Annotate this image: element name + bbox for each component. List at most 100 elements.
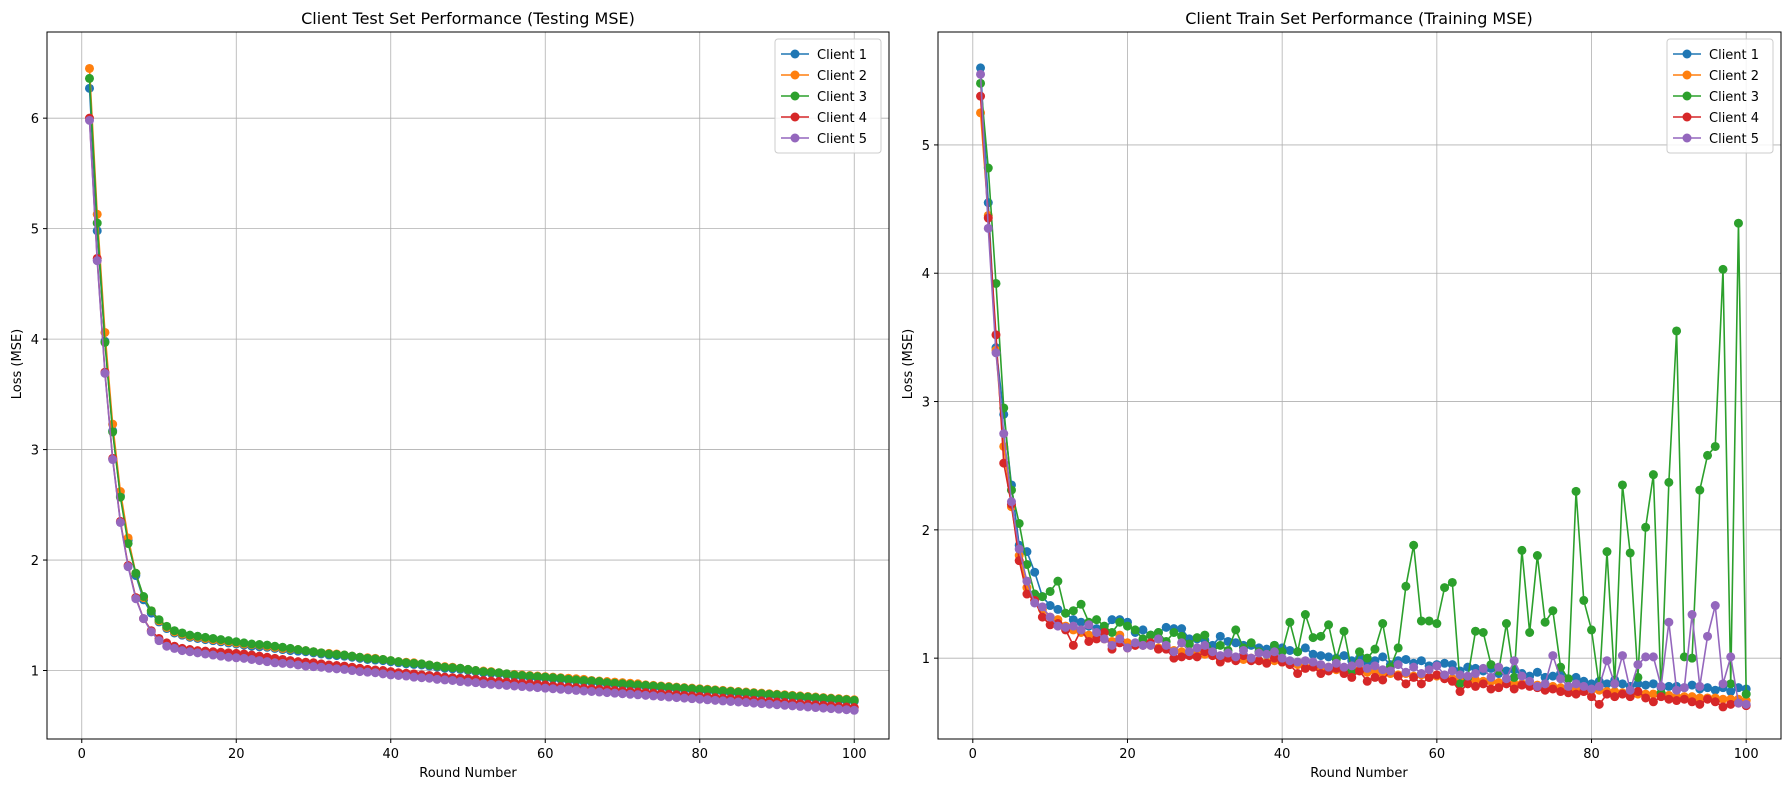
- data-point-client-3: [787, 691, 797, 701]
- data-point-client-5: [1053, 621, 1063, 631]
- data-point-client-5: [1718, 679, 1728, 689]
- data-point-client-5: [1308, 657, 1318, 667]
- data-point-client-4: [1695, 699, 1705, 709]
- data-point-client-3: [563, 674, 573, 684]
- data-point-client-3: [270, 641, 280, 651]
- data-point-client-3: [478, 667, 488, 677]
- chart-title: Client Train Set Performance (Training M…: [1185, 9, 1533, 28]
- data-point-client-5: [1695, 681, 1705, 691]
- data-point-client-3: [548, 673, 558, 683]
- data-point-client-5: [1130, 638, 1140, 648]
- data-point-client-5: [803, 702, 813, 712]
- data-point-client-5: [409, 672, 419, 682]
- data-point-client-4: [1556, 687, 1566, 697]
- data-point-client-1: [1602, 679, 1612, 689]
- y-tick-label: 1: [31, 665, 39, 680]
- data-point-client-5: [463, 677, 473, 687]
- data-point-client-5: [301, 661, 311, 671]
- series-line-client-5: [979, 74, 1747, 706]
- data-point-client-4: [1718, 702, 1728, 712]
- data-point-client-5: [84, 115, 94, 125]
- legend-swatch-marker: [1682, 133, 1692, 143]
- data-point-client-4: [1478, 679, 1488, 689]
- legend-label: Client 1: [817, 48, 867, 63]
- legend-swatch-marker: [1682, 70, 1692, 80]
- x-tick-label: 40: [1274, 747, 1291, 762]
- data-point-client-5: [169, 643, 179, 653]
- y-tick-label: 5: [31, 223, 39, 238]
- data-point-client-5: [332, 664, 342, 674]
- data-point-client-4: [1602, 689, 1612, 699]
- data-point-client-5: [579, 686, 589, 696]
- data-point-client-5: [1741, 699, 1751, 709]
- data-point-client-4: [1084, 636, 1094, 646]
- data-point-client-5: [525, 682, 535, 692]
- data-point-client-5: [200, 649, 210, 659]
- data-point-client-4: [1641, 693, 1651, 703]
- data-point-client-3: [1432, 619, 1442, 629]
- data-point-client-3: [1324, 620, 1334, 630]
- data-point-client-5: [486, 679, 496, 689]
- data-point-client-3: [610, 678, 620, 688]
- data-point-client-5: [1076, 625, 1086, 635]
- data-point-client-3: [316, 648, 326, 658]
- y-tick-label: 4: [922, 267, 930, 282]
- data-point-client-5: [1300, 656, 1310, 666]
- data-point-client-5: [139, 614, 149, 624]
- data-point-client-3: [486, 667, 496, 677]
- data-point-client-3: [772, 690, 782, 700]
- data-point-client-3: [1571, 486, 1581, 496]
- data-point-client-3: [525, 671, 535, 681]
- data-point-client-5: [1625, 685, 1635, 695]
- data-point-client-4: [1153, 644, 1163, 654]
- data-point-client-3: [1471, 626, 1481, 636]
- x-tick-label: 0: [969, 747, 977, 762]
- data-point-client-4: [1099, 628, 1109, 637]
- data-point-client-3: [1231, 625, 1241, 635]
- data-point-client-3: [1277, 647, 1287, 657]
- data-point-client-4: [1200, 647, 1210, 657]
- data-point-client-5: [1532, 681, 1542, 691]
- legend-item-client-2: Client 2: [1673, 69, 1759, 84]
- data-point-client-5: [1424, 665, 1434, 675]
- data-point-client-5: [1339, 662, 1349, 672]
- data-point-client-4: [1370, 672, 1380, 682]
- data-point-client-5: [1192, 643, 1202, 653]
- data-point-client-5: [1641, 652, 1651, 662]
- data-point-client-3: [448, 663, 458, 673]
- data-point-client-5: [656, 691, 666, 701]
- data-point-client-5: [749, 698, 759, 708]
- data-point-client-5: [1726, 652, 1736, 662]
- data-point-client-3: [1455, 679, 1465, 689]
- x-tick-label: 40: [382, 747, 399, 762]
- data-point-client-3: [177, 628, 187, 638]
- data-point-client-5: [1486, 672, 1496, 682]
- data-point-client-1: [1571, 672, 1581, 682]
- data-point-client-5: [1432, 661, 1442, 671]
- data-point-client-3: [1633, 672, 1643, 682]
- legend-item-client-3: Client 3: [781, 90, 867, 105]
- data-point-client-3: [1672, 326, 1682, 336]
- data-point-client-4: [1192, 652, 1202, 662]
- legend-item-client-1: Client 1: [781, 48, 867, 63]
- data-point-client-3: [749, 688, 759, 698]
- data-point-client-4: [1648, 697, 1658, 707]
- data-point-client-5: [177, 646, 187, 656]
- data-point-client-1: [1548, 671, 1558, 681]
- data-point-client-3: [1068, 606, 1078, 616]
- data-point-client-1: [1440, 658, 1450, 668]
- data-point-client-5: [115, 517, 125, 527]
- data-point-client-1: [1076, 617, 1086, 627]
- data-point-client-3: [200, 632, 210, 642]
- data-point-client-3: [1393, 643, 1403, 653]
- data-point-client-5: [339, 664, 349, 674]
- data-point-client-5: [818, 703, 828, 713]
- data-point-client-1: [1316, 651, 1326, 661]
- data-point-client-5: [1200, 640, 1210, 650]
- data-point-client-4: [1092, 634, 1102, 644]
- data-point-client-5: [556, 684, 566, 694]
- data-point-client-3: [208, 633, 218, 643]
- data-point-client-4: [1401, 679, 1411, 689]
- data-point-client-5: [602, 688, 612, 698]
- chart-title: Client Test Set Performance (Testing MSE…: [301, 9, 635, 28]
